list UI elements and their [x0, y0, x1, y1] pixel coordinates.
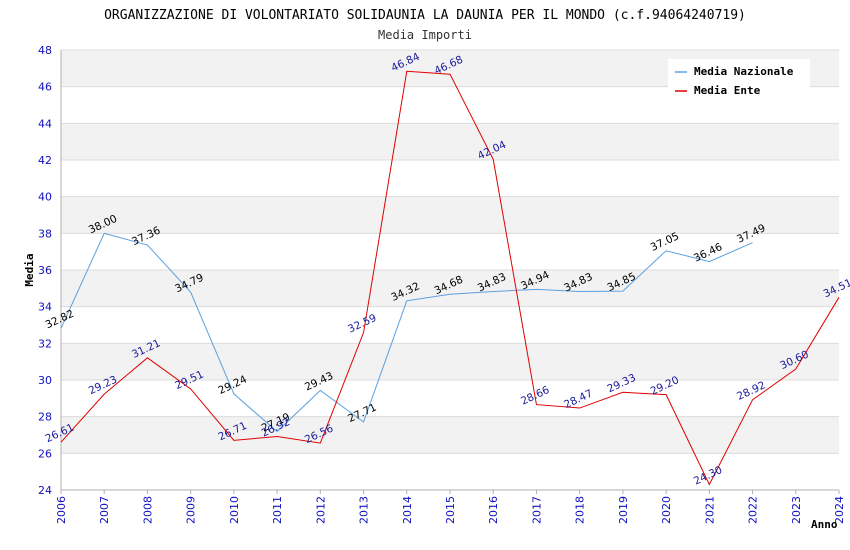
x-tick-label: 2014	[401, 496, 414, 524]
legend-box	[668, 59, 810, 103]
axes	[60, 50, 840, 494]
x-tick-label: 2012	[314, 496, 327, 524]
y-tick-label: 30	[38, 374, 52, 387]
y-tick-label: 42	[38, 154, 52, 167]
x-tick-label: 2011	[271, 496, 284, 524]
x-tick-label: 2020	[660, 496, 673, 524]
series-lines	[60, 70, 840, 486]
y-tick-label: 48	[38, 44, 52, 57]
y-tick-label: 34	[38, 301, 52, 314]
series-line-media-ente	[60, 70, 840, 486]
x-tick-label: 2019	[617, 496, 630, 524]
y-axis-label: Media	[23, 253, 36, 286]
x-tick-label: 2016	[487, 496, 500, 524]
y-tick-label: 24	[38, 484, 52, 497]
grid-band	[61, 343, 839, 380]
y-tick-label: 28	[38, 411, 52, 424]
chart-subtitle: Media Importi	[378, 28, 472, 42]
x-tick-label: 2007	[98, 496, 111, 524]
x-tick-label: 2006	[55, 496, 68, 524]
x-tick-label: 2023	[790, 496, 803, 524]
grid-band	[61, 123, 839, 160]
x-tick-label: 2024	[833, 496, 846, 524]
y-tick-label: 26	[38, 447, 52, 460]
legend: Media Nazionale Media Ente	[668, 59, 810, 103]
y-tick-label: 44	[38, 117, 52, 130]
grid-band	[61, 306, 839, 344]
x-tick-label: 2017	[530, 496, 543, 524]
legend-label-media-ente: Media Ente	[694, 84, 761, 97]
series-line-media-nazionale	[60, 232, 753, 433]
x-tick-label: 2009	[185, 496, 198, 524]
grid-band	[61, 233, 839, 270]
y-tick-labels: 24 26 28 30 32 34 36 38 40 42 44 46 48	[38, 44, 52, 497]
x-tick-label: 2018	[574, 496, 587, 524]
x-tick-label: 2015	[444, 496, 457, 524]
x-axis-label: Anno	[811, 518, 838, 531]
grid-bands	[61, 50, 839, 490]
y-tick-label: 32	[38, 337, 52, 350]
x-tick-label: 2010	[228, 496, 241, 524]
chart-title: ORGANIZZAZIONE DI VOLONTARIATO SOLIDAUNI…	[104, 8, 746, 23]
legend-label-media-nazionale: Media Nazionale	[694, 65, 794, 78]
y-tick-label: 40	[38, 191, 52, 204]
x-tick-label: 2022	[747, 496, 760, 524]
x-tick-label: 2008	[141, 496, 154, 524]
x-tick-labels: 2006 2007 2008 2009 2010 2011 2012 2013 2014 2015…	[55, 496, 846, 524]
grid-band	[61, 416, 839, 454]
grid-band	[61, 380, 839, 417]
x-tick-label: 2021	[703, 496, 716, 524]
y-tick-label: 46	[38, 81, 52, 94]
y-tick-label: 36	[38, 264, 52, 277]
x-tick-label: 2013	[358, 496, 371, 524]
grid-band	[61, 160, 839, 197]
grid-band	[61, 196, 839, 234]
y-tick-label: 38	[38, 227, 52, 240]
grid-band	[61, 270, 839, 307]
